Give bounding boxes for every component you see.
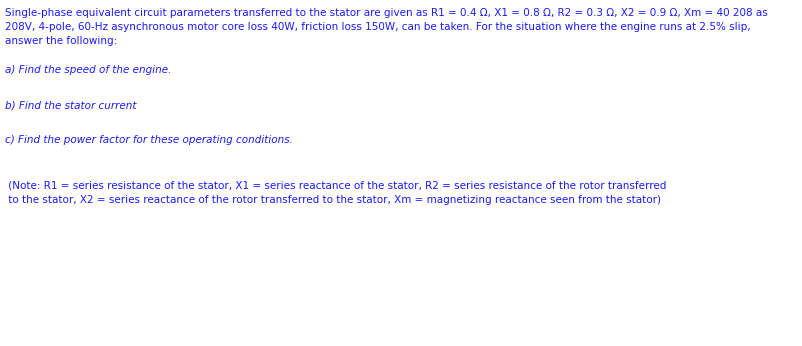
Text: answer the following:: answer the following: (5, 36, 117, 46)
Text: Single-phase equivalent circuit parameters transferred to the stator are given a: Single-phase equivalent circuit paramete… (5, 8, 768, 18)
Text: to the stator, X2 = series reactance of the rotor transferred to the stator, Xm : to the stator, X2 = series reactance of … (5, 195, 661, 205)
Text: (Note: R1 = series resistance of the stator, X1 = series reactance of the stator: (Note: R1 = series resistance of the sta… (5, 181, 666, 191)
Text: a) Find the speed of the engine.: a) Find the speed of the engine. (5, 65, 172, 75)
Text: 208V, 4-pole, 60-Hz asynchronous motor core loss 40W, friction loss 150W, can be: 208V, 4-pole, 60-Hz asynchronous motor c… (5, 22, 751, 32)
Text: b) Find the stator current: b) Find the stator current (5, 100, 136, 110)
Text: c) Find the power factor for these operating conditions.: c) Find the power factor for these opera… (5, 135, 293, 145)
